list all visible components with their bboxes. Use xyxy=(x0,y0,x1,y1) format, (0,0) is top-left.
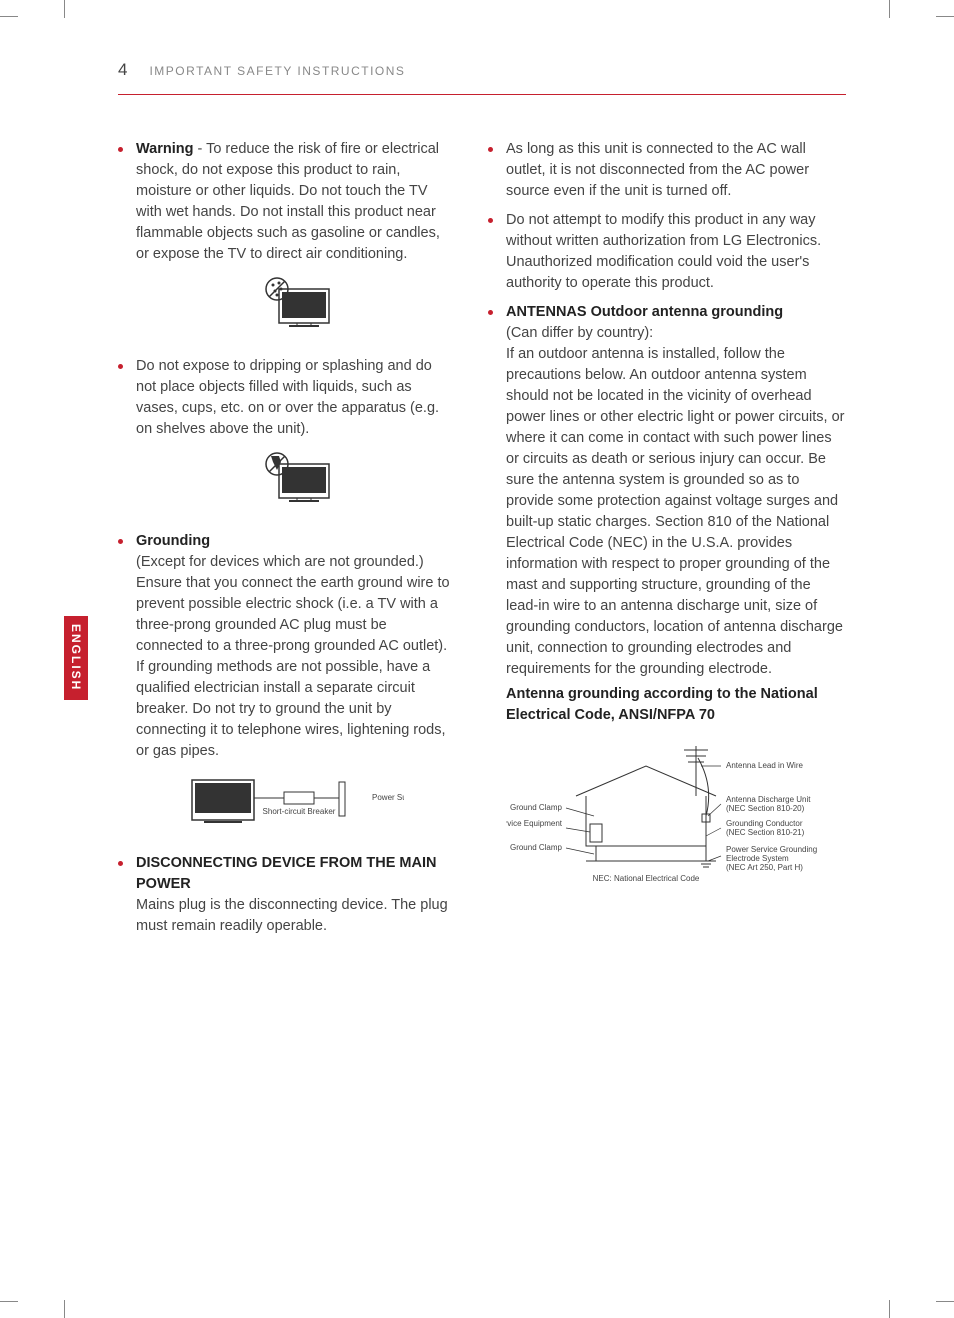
disconnect-body: Mains plug is the disconnecting device. … xyxy=(136,897,448,934)
bullet-antennas: ANTENNAS Outdoor antenna grounding (Can … xyxy=(488,302,846,893)
diag-label-discharge: Antenna Discharge Unit(NEC Section 810-2… xyxy=(726,795,811,813)
header-accent-rule xyxy=(118,94,846,95)
tv-no-dripping-icon xyxy=(136,450,452,517)
no-dripping-text: Do not expose to dripping or splashing a… xyxy=(136,358,439,437)
antennas-body: If an outdoor antenna is installed, foll… xyxy=(506,346,844,677)
bullet-no-modify: Do not attempt to modify this product in… xyxy=(488,210,846,294)
no-modify-text: Do not attempt to modify this product in… xyxy=(506,212,821,291)
page-content: 4 IMPORTANT SAFETY INSTRUCTIONS Warning … xyxy=(64,16,890,1302)
ac-connected-text: As long as this unit is connected to the… xyxy=(506,141,809,199)
bullet-grounding: Grounding (Except for devices which are … xyxy=(118,531,452,839)
grounding-body: (Except for devices which are not ground… xyxy=(136,554,450,759)
warning-text: - To reduce the risk of fire or electric… xyxy=(136,141,440,262)
diag-label-ground-clamp-2: Ground Clamp xyxy=(510,843,563,852)
diag-label-conductor: Grounding Conductor(NEC Section 810-21) xyxy=(726,819,805,837)
tv-no-water-icon xyxy=(136,275,452,342)
antennas-subhead: Antenna grounding according to the Natio… xyxy=(506,684,846,726)
diag-label-ground-clamp-1: Ground Clamp xyxy=(510,803,563,812)
bullet-ac-connected: As long as this unit is connected to the… xyxy=(488,139,846,202)
disconnect-lead: DISCONNECTING DEVICE FROM THE MAIN POWER xyxy=(136,855,436,892)
tv-breaker-icon: Short-circuit Breaker Power Supply xyxy=(136,772,452,839)
diag-label-service-equip: Electric Service Equipment xyxy=(506,819,563,828)
nec-caption: NEC: National Electrical Code xyxy=(593,874,700,883)
power-supply-label: Power Supply xyxy=(372,793,404,802)
grounding-lead: Grounding xyxy=(136,533,210,549)
bullet-disconnect: DISCONNECTING DEVICE FROM THE MAIN POWER… xyxy=(118,853,452,937)
header-title: IMPORTANT SAFETY INSTRUCTIONS xyxy=(149,64,405,78)
two-column-layout: Warning - To reduce the risk of fire or … xyxy=(118,139,846,945)
antennas-lead: ANTENNAS Outdoor antenna grounding xyxy=(506,304,783,320)
page-number: 4 xyxy=(118,60,127,80)
diag-label-lead-in: Antenna Lead in Wire xyxy=(726,761,803,770)
page-header: 4 IMPORTANT SAFETY INSTRUCTIONS xyxy=(118,60,846,88)
left-column: Warning - To reduce the risk of fire or … xyxy=(118,139,452,945)
antenna-grounding-diagram: Ground Clamp Electric Service Equipment … xyxy=(506,736,846,893)
right-column: As long as this unit is connected to the… xyxy=(488,139,846,945)
diag-label-electrode: Power Service GroundingElectrode System(… xyxy=(726,845,817,872)
bullet-no-dripping: Do not expose to dripping or splashing a… xyxy=(118,356,452,517)
bullet-warning: Warning - To reduce the risk of fire or … xyxy=(118,139,452,342)
antennas-sub: (Can differ by country): xyxy=(506,325,653,341)
warning-lead: Warning xyxy=(136,141,193,157)
breaker-label: Short-circuit Breaker xyxy=(263,807,336,816)
